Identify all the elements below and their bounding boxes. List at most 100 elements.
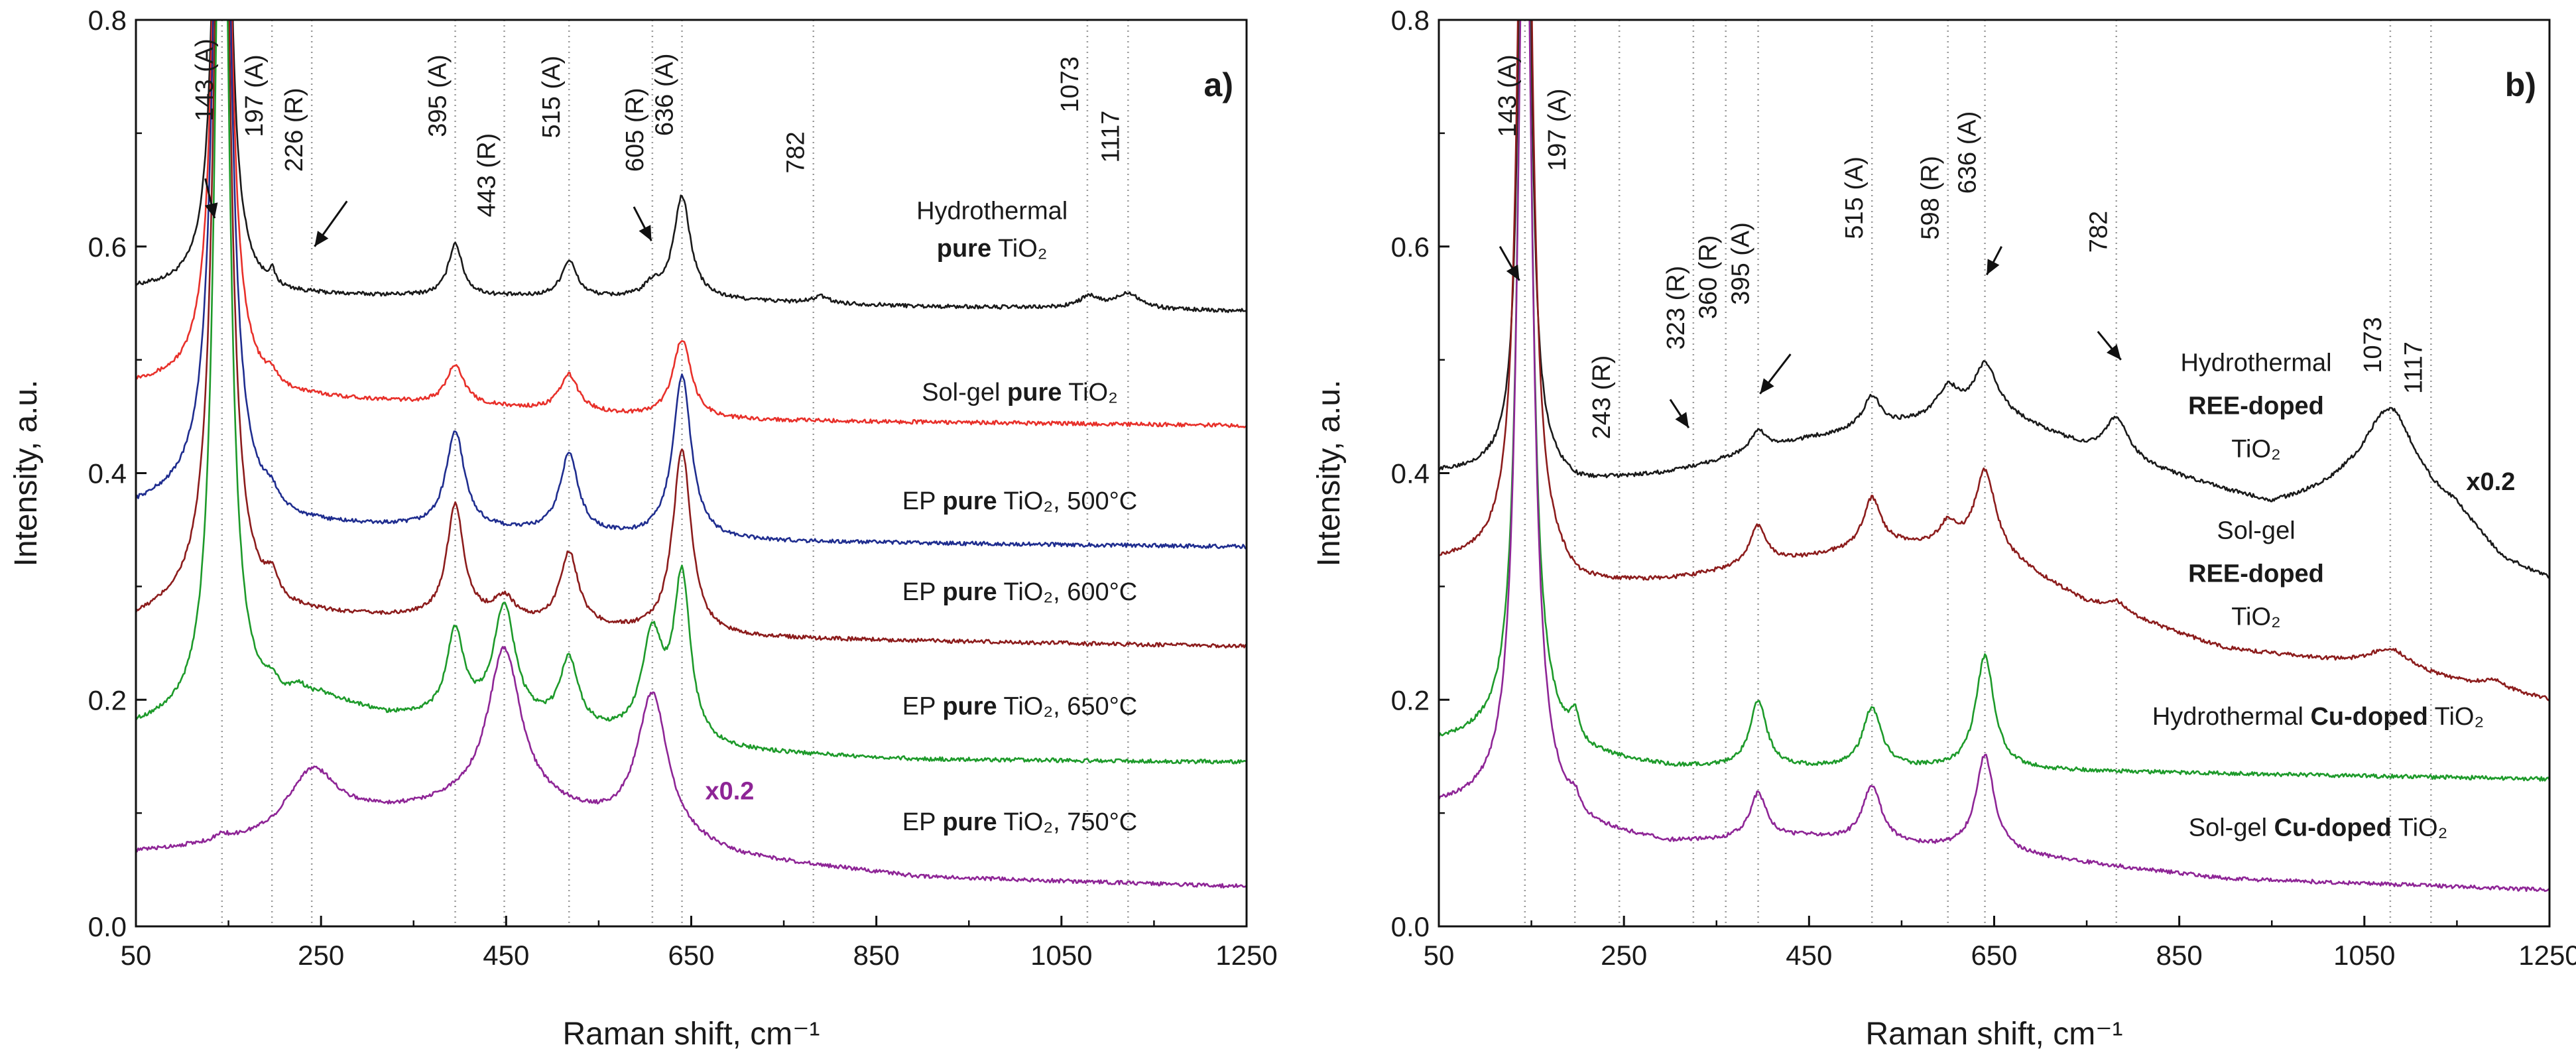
- peak-label: 636 (A): [1954, 111, 1982, 194]
- x-axis-label: Raman shift, cm⁻¹: [562, 1017, 820, 1052]
- series-label-part: EP: [902, 808, 943, 836]
- series-label-part: REE-doped: [2188, 393, 2324, 420]
- series-label-part: Cu-doped: [2310, 703, 2427, 731]
- series-label-part: Sol-gel: [2189, 814, 2274, 841]
- series-label: Sol-gel pure TiO₂: [922, 379, 1118, 406]
- peak-label: 243 (R): [1588, 355, 1616, 440]
- x-tick-label: 50: [1424, 940, 1455, 971]
- x-tick-label: 450: [1786, 940, 1832, 971]
- series-label: pure TiO₂: [937, 235, 1048, 263]
- spectrum-line: [1439, 20, 2549, 579]
- x-tick-label: 1250: [1215, 940, 1277, 971]
- spectrum-line: [1439, 20, 2549, 782]
- peak-label: 515 (A): [538, 56, 566, 139]
- peak-label: 636 (A): [651, 53, 679, 136]
- series-label: EP pure TiO₂, 750°C: [902, 808, 1138, 836]
- y-tick-label: 0.2: [1391, 684, 1430, 715]
- series-label: TiO₂: [2231, 436, 2281, 464]
- series-label-part: TiO₂, 500°C: [997, 487, 1138, 515]
- y-tick-label: 0.6: [88, 231, 127, 263]
- x-tick-label: 1050: [1030, 940, 1092, 971]
- series-label-part: EP: [902, 578, 943, 606]
- y-axis-label: Intensity, a.u.: [9, 380, 44, 567]
- spectrum-line: [136, 20, 1247, 314]
- arrow-head: [1506, 264, 1520, 281]
- peak-label: 443 (R): [473, 133, 501, 218]
- peak-label: 360 (R): [1695, 235, 1723, 320]
- series-label-part: TiO₂, 750°C: [997, 808, 1138, 836]
- y-tick-label: 0.4: [1391, 458, 1430, 489]
- peak-label: 143 (A): [191, 38, 219, 121]
- series-label-part: EP: [902, 487, 943, 515]
- peak-label: 395 (A): [424, 54, 452, 137]
- series-label: Hydrothermal: [916, 198, 1068, 225]
- panel-label: a): [1204, 66, 1233, 103]
- x-tick-label: 1050: [2333, 940, 2395, 971]
- plot-frame: [1438, 19, 2551, 928]
- peak-label: 1073: [1056, 56, 1084, 113]
- x-tick-label: 1250: [2518, 940, 2576, 971]
- peak-label: 598 (R): [1917, 156, 1945, 240]
- peak-label: 197 (A): [1544, 88, 1571, 171]
- series-label-part: pure: [937, 235, 991, 263]
- scale-annotation: x0.2: [2466, 468, 2515, 496]
- peak-label: 1117: [1097, 111, 1125, 163]
- y-axis-label: Intensity, a.u.: [1312, 380, 1347, 567]
- arrow-head: [639, 225, 652, 241]
- x-tick-label: 50: [121, 940, 152, 971]
- series-label-part: TiO₂, 650°C: [997, 692, 1138, 720]
- y-tick-label: 0.8: [88, 5, 127, 36]
- arrow-head: [2107, 344, 2121, 360]
- chart-panel-1: 50 250 450 650 850 1050 1250 0.0 0.2 0.4 0.6 0.8 Ram…: [1312, 5, 2576, 1052]
- x-tick-label: 250: [298, 940, 344, 971]
- series-label-part: Hydrothermal: [2152, 703, 2311, 731]
- peak-label: 143 (A): [1494, 54, 1522, 137]
- series-label-part: TiO₂: [991, 235, 1047, 263]
- y-tick-label: 0.0: [88, 911, 127, 942]
- arrow-head: [314, 231, 329, 247]
- series-label-part: Hydrothermal: [2180, 349, 2331, 377]
- peak-label: 1117: [2400, 342, 2427, 394]
- spectrum-line: [136, 20, 1247, 765]
- peak-label: 782: [2085, 211, 2113, 253]
- series-label-part: TiO₂: [1062, 379, 1117, 406]
- series-label-part: pure: [942, 487, 997, 515]
- series-label-part: pure: [942, 808, 997, 836]
- y-tick-label: 0.4: [88, 458, 127, 489]
- series-label-part: REE-doped: [2188, 560, 2324, 588]
- x-tick-label: 250: [1601, 940, 1647, 971]
- y-tick-label: 0.0: [1391, 911, 1430, 942]
- series-label-part: Sol-gel: [2217, 517, 2295, 545]
- series-label-part: Cu-doped: [2274, 814, 2392, 841]
- panel-label: b): [2505, 66, 2536, 103]
- spectrum-line: [136, 20, 1247, 428]
- series-label-part: TiO₂, 600°C: [997, 578, 1138, 606]
- y-tick-label: 0.2: [88, 684, 127, 715]
- series-label-part: TiO₂: [2428, 703, 2484, 731]
- x-tick-label: 850: [2156, 940, 2203, 971]
- y-tick-label: 0.6: [1391, 231, 1430, 263]
- peak-label: 323 (R): [1662, 266, 1690, 350]
- spectrum-line: [136, 20, 1247, 550]
- peak-label: 1073: [2359, 317, 2387, 373]
- series-label: Hydrothermal Cu-doped TiO₂: [2152, 703, 2484, 731]
- x-tick-label: 650: [1971, 940, 2017, 971]
- peak-label: 605 (R): [621, 88, 649, 172]
- series-label: Hydrothermal: [2180, 349, 2331, 377]
- peak-label: 226 (R): [280, 88, 308, 172]
- series-label-part: pure: [942, 578, 997, 606]
- arrow-head: [1987, 259, 2000, 275]
- series-label: Sol-gel Cu-doped TiO₂: [2189, 814, 2448, 841]
- series-label: EP pure TiO₂, 500°C: [902, 487, 1138, 515]
- x-axis-label: Raman shift, cm⁻¹: [1865, 1017, 2122, 1052]
- series-label-part: TiO₂: [2231, 436, 2281, 464]
- peak-label: 197 (A): [241, 54, 269, 137]
- series-label: REE-doped: [2188, 393, 2324, 420]
- peak-label: 395 (A): [1727, 222, 1755, 305]
- spectrum-line: [136, 20, 1247, 649]
- series-label: EP pure TiO₂, 650°C: [902, 692, 1138, 720]
- x-tick-label: 650: [668, 940, 714, 971]
- series-label: EP pure TiO₂, 600°C: [902, 578, 1138, 606]
- series-label-part: TiO₂: [2231, 603, 2281, 631]
